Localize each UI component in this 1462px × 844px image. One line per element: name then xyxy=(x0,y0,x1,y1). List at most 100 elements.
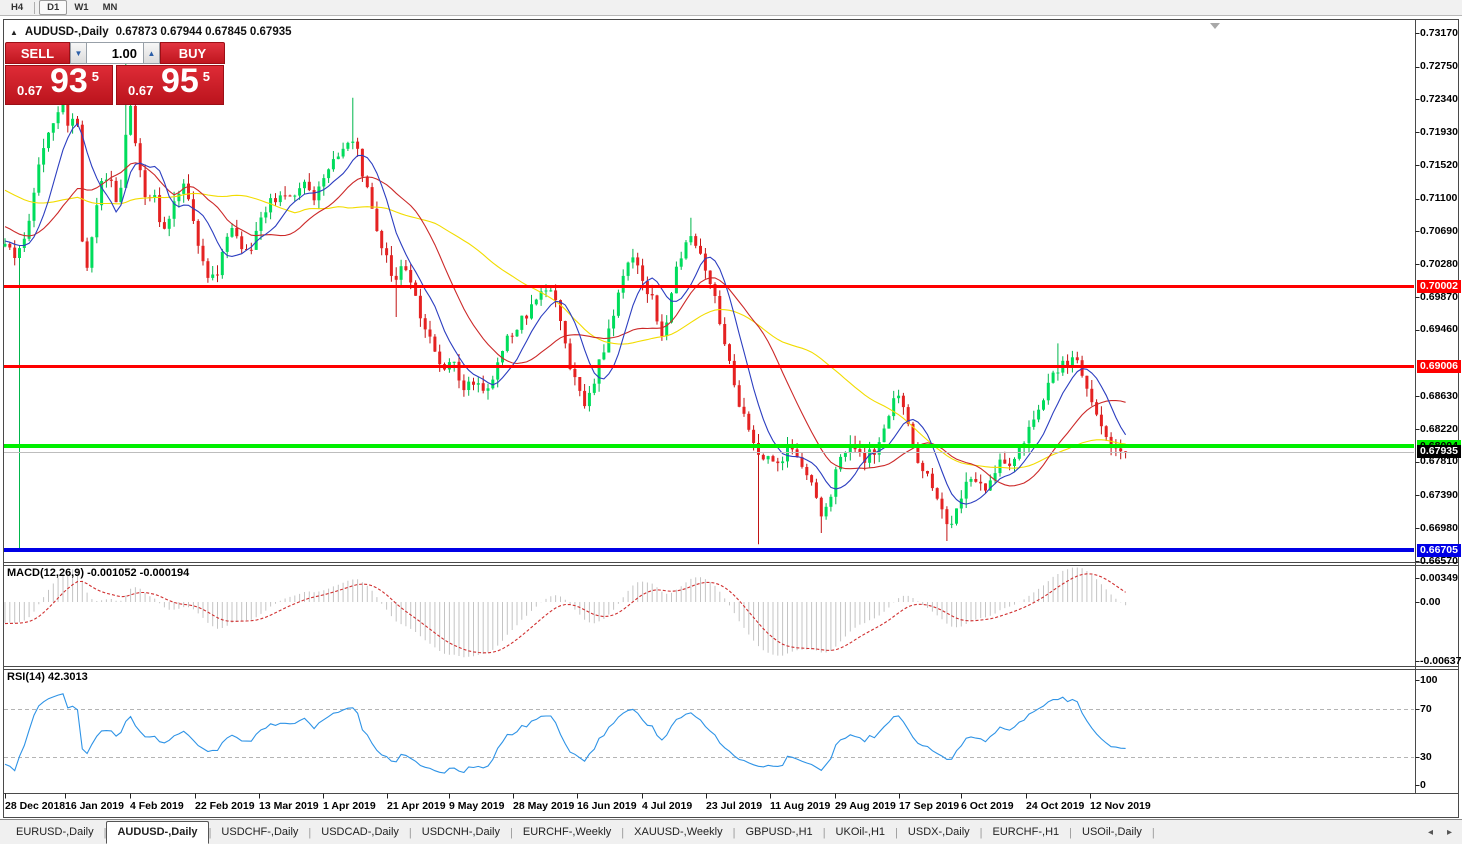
volume-stepper: ▼ ▲ xyxy=(70,42,160,64)
toolbar-divider xyxy=(34,1,36,14)
buy-price-big: 95 xyxy=(161,62,199,100)
ohlc-values: 0.67873 0.67944 0.67845 0.67935 xyxy=(115,26,292,38)
chart-tab-eurchfweekly[interactable]: EURCHF-,Weekly xyxy=(522,826,612,838)
current-price-badge: 0.67935 xyxy=(1417,445,1461,459)
macd-max-label: 0.00349 xyxy=(1420,571,1458,584)
tab-separator: | xyxy=(408,826,412,839)
price-tick-label: 0.71520 xyxy=(1420,158,1458,171)
tab-separator: | xyxy=(979,826,983,839)
tab-scroll-controls: ◂ ▸ xyxy=(1428,820,1452,844)
date-tick-label: 21 Apr 2019 xyxy=(387,800,446,812)
price-tick-label: 0.67810 xyxy=(1420,455,1458,468)
price-tick-label: 0.71930 xyxy=(1420,125,1458,138)
price-tick-label: 0.70280 xyxy=(1420,257,1458,270)
price-tick-label: 0.69870 xyxy=(1420,290,1458,303)
rsi-tick-label: 0 xyxy=(1420,778,1426,791)
macd-min-label: -0.00637 xyxy=(1420,654,1462,667)
price-tick-label: 0.73170 xyxy=(1420,26,1458,39)
tab-separator: | xyxy=(103,826,107,839)
sell-price-sup: 5 xyxy=(91,69,99,84)
price-tick-label: 0.69460 xyxy=(1420,323,1458,336)
volume-increase-button[interactable]: ▲ xyxy=(143,42,160,64)
timeframe-button-h4[interactable]: H4 xyxy=(11,2,24,13)
chart-tab-eurusddaily[interactable]: EURUSD-,Daily xyxy=(16,826,94,838)
sell-price-prefix: 0.67 xyxy=(17,83,43,98)
chart-tab-xauusdweekly[interactable]: XAUUSD-,Weekly xyxy=(634,826,723,838)
timeframe-button-d1[interactable]: D1 xyxy=(39,0,68,15)
volume-input[interactable] xyxy=(87,42,143,64)
macd-zero-label: 0.00 xyxy=(1420,596,1441,608)
chart-title: ▲ AUDUSD-,Daily 0.67873 0.67944 0.67845 … xyxy=(10,26,292,38)
symbol-label: AUDUSD-,Daily xyxy=(24,26,109,38)
price-tick-label: 0.67390 xyxy=(1420,488,1458,501)
sell-price-big: 93 xyxy=(50,62,88,100)
price-tick-label: 0.68220 xyxy=(1420,422,1458,435)
chart-tab-bar: EURUSD-,Daily | AUDUSD-,Daily | USDCHF-,Dail… xyxy=(0,819,1462,844)
buy-price-sup: 5 xyxy=(202,69,210,84)
collapse-triangle-icon[interactable]: ▲ xyxy=(10,27,18,37)
chart-tab-usdcaddaily[interactable]: USDCAD-,Daily xyxy=(321,826,399,838)
macd-indicator-label: MACD(12,26,9) -0.001052 -0.000194 xyxy=(7,567,190,579)
date-tick-label: 6 Oct 2019 xyxy=(961,800,1014,812)
volume-decrease-button[interactable]: ▼ xyxy=(70,42,87,64)
date-tick-label: 12 Nov 2019 xyxy=(1090,800,1151,812)
tab-separator: | xyxy=(1069,826,1072,839)
sell-price-panel[interactable]: 0.67 93 5 xyxy=(5,62,113,105)
date-tick-label: 28 May 2019 xyxy=(513,800,575,812)
tabs-scroll-left-button[interactable]: ◂ xyxy=(1427,827,1433,838)
tab-separator: | xyxy=(1151,826,1155,839)
symbol-tabs: EURUSD-,Daily | AUDUSD-,Daily | USDCHF-,Dail… xyxy=(0,820,1155,844)
price-level-badge: 0.66705 xyxy=(1417,543,1461,557)
tab-separator: | xyxy=(621,826,625,839)
timeframe-toolbar: H4 D1 W1 MN xyxy=(0,0,1462,16)
date-tick-label: 23 Jul 2019 xyxy=(706,800,763,812)
chart-tab-eurchfh1[interactable]: EURCHF-,H1 xyxy=(992,826,1060,838)
chart-tab-usdcnhdaily[interactable]: USDCNH-,Daily xyxy=(421,826,500,838)
price-tick-label: 0.68630 xyxy=(1420,389,1458,402)
tab-separator: | xyxy=(822,826,826,839)
rsi-indicator-label: RSI(14) 42.3013 xyxy=(7,671,88,683)
date-tick-label: 1 Apr 2019 xyxy=(323,800,376,812)
date-tick-label: 17 Sep 2019 xyxy=(899,800,960,812)
chart-tab-usoildaily[interactable]: USOil-,Daily xyxy=(1082,826,1142,838)
date-tick-label: 29 Aug 2019 xyxy=(835,800,896,812)
tab-separator: | xyxy=(732,826,736,839)
chart-tab-audusddaily[interactable]: AUDUSD-,Daily xyxy=(106,821,209,844)
rsi-tick-label: 70 xyxy=(1420,703,1432,715)
sell-button[interactable]: SELL xyxy=(5,42,70,64)
date-tick-label: 22 Feb 2019 xyxy=(195,800,255,812)
date-tick-label: 13 Mar 2019 xyxy=(259,800,319,812)
price-level-badge: 0.70002 xyxy=(1417,279,1461,293)
price-tick-label: 0.72340 xyxy=(1420,92,1458,105)
tab-separator: | xyxy=(510,826,513,839)
date-tick-label: 4 Feb 2019 xyxy=(130,800,184,812)
date-tick-label: 11 Aug 2019 xyxy=(770,800,831,812)
chart-tab-usdxdaily[interactable]: USDX-,Daily xyxy=(907,826,970,838)
buy-button[interactable]: BUY xyxy=(160,42,225,64)
one-click-trading-widget: SELL ▼ ▲ BUY 0.67 93 5 0.67 95 5 xyxy=(5,42,225,105)
date-tick-label: 4 Jul 2019 xyxy=(642,800,693,812)
rsi-tick-label: 30 xyxy=(1420,751,1432,763)
tab-separator: | xyxy=(308,826,312,839)
chart-tab-usdchfdaily[interactable]: USDCHF-,Daily xyxy=(221,826,299,838)
date-tick-label: 28 Dec 2018 xyxy=(5,800,66,812)
price-level-badge: 0.69006 xyxy=(1417,359,1461,373)
rsi-tick-label: 100 xyxy=(1420,673,1438,686)
date-tick-label: 24 Oct 2019 xyxy=(1026,800,1085,812)
price-tick-label: 0.66980 xyxy=(1420,521,1458,534)
date-tick-label: 9 May 2019 xyxy=(449,800,505,812)
tabs-scroll-right-button[interactable]: ▸ xyxy=(1446,827,1452,838)
buy-price-panel[interactable]: 0.67 95 5 xyxy=(116,62,224,105)
timeframe-button-mn[interactable]: MN xyxy=(102,2,118,13)
timeframe-button-w1[interactable]: W1 xyxy=(74,2,89,13)
chart-tab-ukoilh1[interactable]: UKOil-,H1 xyxy=(835,826,886,838)
price-tick-label: 0.70690 xyxy=(1420,224,1458,237)
tab-separator: | xyxy=(208,826,212,839)
price-tick-label: 0.66570 xyxy=(1420,554,1458,567)
chart-tab-gbpusdh1[interactable]: GBPUSD-,H1 xyxy=(745,826,813,838)
date-tick-label: 16 Jun 2019 xyxy=(577,800,637,812)
chart-shift-marker-icon xyxy=(1210,23,1220,29)
tab-separator: | xyxy=(895,826,898,839)
